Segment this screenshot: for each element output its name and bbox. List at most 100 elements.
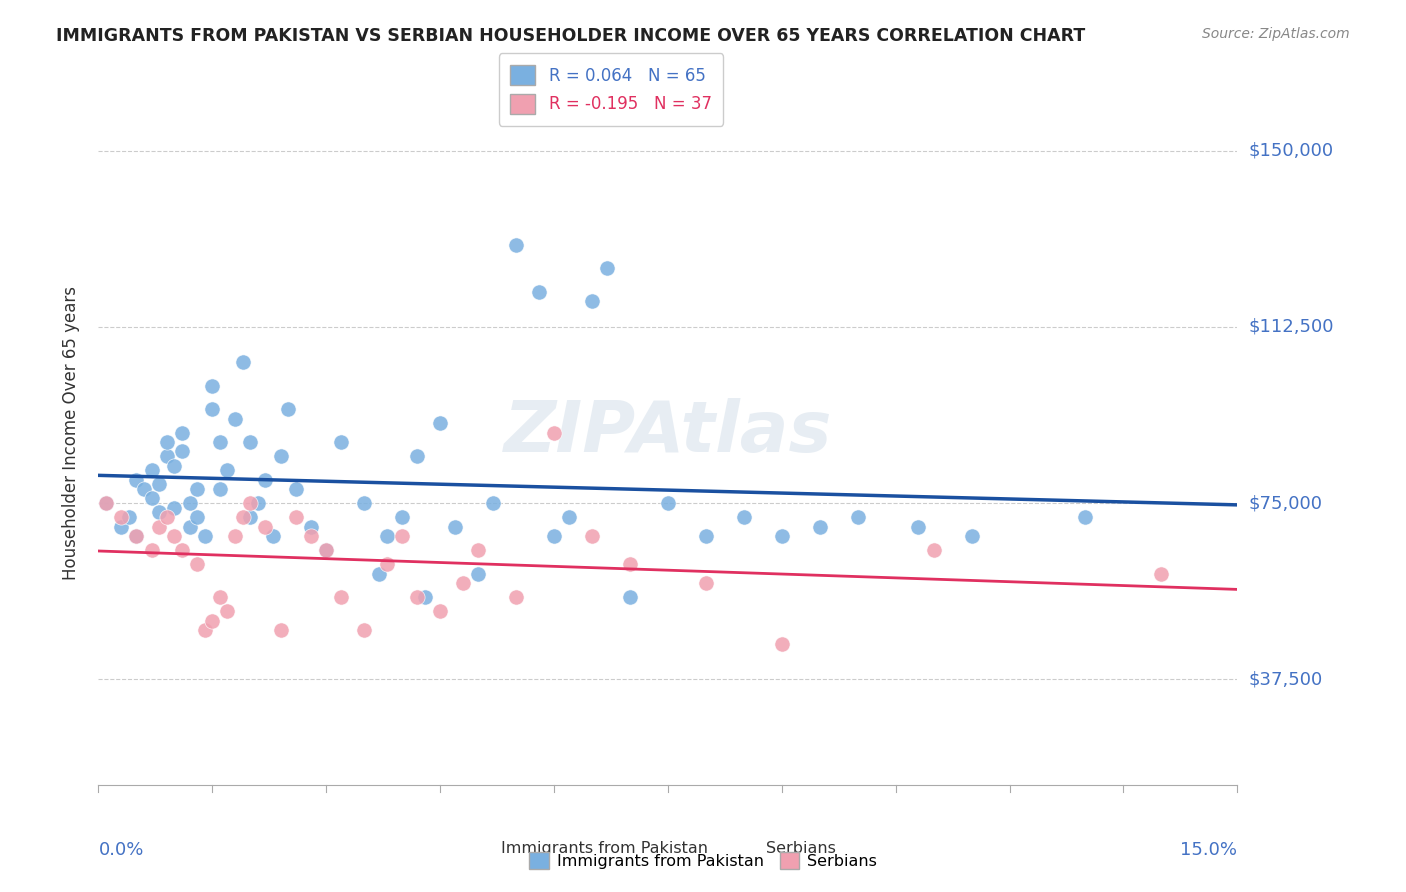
Point: [270, 623, 292, 637]
Point: [375, 529, 398, 543]
Point: [163, 529, 186, 543]
Point: [125, 529, 148, 543]
Point: [110, 510, 132, 524]
Y-axis label: Householder Income Over 65 years: Householder Income Over 65 years: [62, 285, 80, 580]
Point: [194, 529, 217, 543]
Point: [444, 519, 467, 533]
Text: IMMIGRANTS FROM PAKISTAN VS SERBIAN HOUSEHOLDER INCOME OVER 65 YEARS CORRELATION: IMMIGRANTS FROM PAKISTAN VS SERBIAN HOUS…: [56, 27, 1085, 45]
Point: [217, 604, 239, 618]
Point: [217, 463, 239, 477]
Point: [132, 482, 155, 496]
Legend: Immigrants from Pakistan, Serbians: Immigrants from Pakistan, Serbians: [523, 846, 883, 875]
Point: [581, 294, 603, 309]
Point: [451, 576, 474, 591]
Point: [505, 237, 527, 252]
Point: [543, 425, 565, 440]
Point: [118, 510, 141, 524]
Point: [733, 510, 755, 524]
Point: [148, 519, 170, 533]
Point: [262, 529, 284, 543]
Point: [299, 519, 322, 533]
Point: [467, 543, 489, 558]
Point: [239, 435, 262, 450]
Point: [110, 519, 132, 533]
Point: [163, 458, 186, 473]
Point: [467, 566, 489, 581]
Point: [186, 482, 208, 496]
Point: [375, 557, 398, 571]
Point: [846, 510, 869, 524]
Point: [179, 496, 201, 510]
Point: [125, 473, 148, 487]
Point: [330, 590, 353, 604]
Text: $112,500: $112,500: [1249, 318, 1334, 336]
Point: [330, 435, 353, 450]
Point: [156, 510, 179, 524]
Point: [808, 519, 831, 533]
Point: [224, 529, 246, 543]
Point: [391, 529, 413, 543]
Point: [695, 529, 717, 543]
Point: [224, 411, 246, 425]
Point: [270, 449, 292, 463]
Point: [141, 463, 163, 477]
Text: 15.0%: 15.0%: [1180, 841, 1237, 859]
Point: [406, 449, 429, 463]
Point: [505, 590, 527, 604]
Point: [299, 529, 322, 543]
Point: [163, 500, 186, 515]
Point: [315, 543, 337, 558]
Point: [619, 590, 641, 604]
Point: [125, 529, 148, 543]
Text: Immigrants from Pakistan: Immigrants from Pakistan: [501, 841, 709, 856]
Point: [239, 496, 262, 510]
Point: [170, 444, 193, 458]
Point: [429, 604, 451, 618]
Point: [201, 402, 224, 417]
Point: [368, 566, 391, 581]
Point: [284, 482, 307, 496]
Point: [315, 543, 337, 558]
Point: [558, 510, 581, 524]
Point: [208, 590, 231, 604]
Point: [179, 519, 201, 533]
Text: $75,000: $75,000: [1249, 494, 1323, 512]
Point: [657, 496, 679, 510]
Text: $150,000: $150,000: [1249, 142, 1333, 160]
Point: [619, 557, 641, 571]
Point: [186, 557, 208, 571]
Point: [201, 614, 224, 628]
Point: [186, 510, 208, 524]
Point: [141, 491, 163, 506]
Point: [922, 543, 945, 558]
Point: [284, 510, 307, 524]
Point: [770, 637, 793, 651]
Point: [277, 402, 299, 417]
Point: [353, 623, 375, 637]
Point: [907, 519, 929, 533]
Point: [201, 378, 224, 392]
Point: [170, 425, 193, 440]
Point: [391, 510, 413, 524]
Point: [94, 496, 117, 510]
Point: [482, 496, 505, 510]
Point: [770, 529, 793, 543]
Point: [141, 543, 163, 558]
Point: [254, 473, 277, 487]
Text: Source: ZipAtlas.com: Source: ZipAtlas.com: [1202, 27, 1350, 41]
Point: [581, 529, 603, 543]
Text: ZIPAtlas: ZIPAtlas: [503, 398, 832, 467]
Point: [208, 435, 231, 450]
Point: [148, 477, 170, 491]
Point: [960, 529, 983, 543]
Legend: R = 0.064   N = 65, R = -0.195   N = 37: R = 0.064 N = 65, R = -0.195 N = 37: [499, 54, 723, 126]
Point: [239, 510, 262, 524]
Point: [1074, 510, 1097, 524]
Point: [543, 529, 565, 543]
Point: [254, 519, 277, 533]
Point: [1150, 566, 1173, 581]
Point: [413, 590, 436, 604]
Point: [246, 496, 269, 510]
Text: 0.0%: 0.0%: [98, 841, 143, 859]
Point: [527, 285, 550, 299]
